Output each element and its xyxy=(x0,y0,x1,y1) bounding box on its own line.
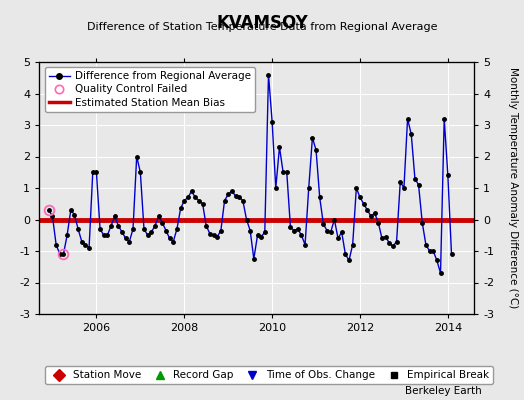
Legend: Station Move, Record Gap, Time of Obs. Change, Empirical Break: Station Move, Record Gap, Time of Obs. C… xyxy=(45,366,494,384)
Text: KVAMSOY: KVAMSOY xyxy=(216,14,308,32)
Text: Difference of Station Temperature Data from Regional Average: Difference of Station Temperature Data f… xyxy=(87,22,437,32)
Y-axis label: Monthly Temperature Anomaly Difference (°C): Monthly Temperature Anomaly Difference (… xyxy=(508,67,518,309)
Text: Berkeley Earth: Berkeley Earth xyxy=(406,386,482,396)
